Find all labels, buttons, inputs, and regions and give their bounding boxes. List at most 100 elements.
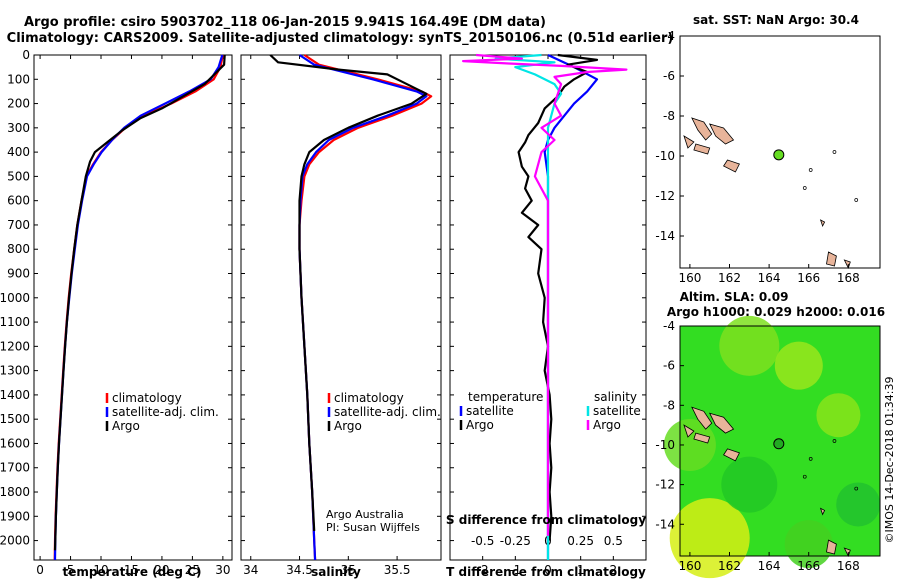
title-line1: Argo profile: csiro 5903702_118 06-Jan-2…: [24, 15, 546, 30]
sla_map-island: [708, 412, 735, 434]
sla_map-lon-label: 162: [718, 559, 741, 573]
depth-tick-label: 2000: [0, 534, 30, 548]
sla_map-island: [683, 424, 695, 438]
depth-tick-label: 400: [7, 145, 30, 159]
depth-tick-label: 600: [7, 194, 30, 208]
depth-tick-label: 1000: [0, 291, 30, 305]
sst_map-lat-label: -4: [663, 29, 675, 43]
s-diff-argo: [462, 53, 628, 536]
temperature-frame: [33, 54, 233, 561]
temperature-xtick-label: 10: [93, 563, 108, 577]
depth-tick-label: 1700: [0, 461, 30, 475]
sla_map-island: [691, 406, 713, 430]
sst_map-island: [683, 135, 695, 149]
sla_map-lat-label: -12: [655, 478, 675, 492]
depth-tick-label: 200: [7, 97, 30, 111]
differences-xtick-label: 2: [610, 563, 618, 577]
sst_map-islet: [832, 150, 837, 154]
depth-tick-label: 700: [7, 218, 30, 232]
sst_map-lat-label: -12: [655, 189, 675, 203]
sla_map-anomaly-patch: [774, 341, 823, 390]
depth-tick-label: 900: [7, 267, 30, 281]
temperature-xtick-label: 0: [36, 563, 44, 577]
salinity-xtick-label: 35.5: [384, 563, 411, 577]
sst_map-lat-label: -10: [655, 149, 675, 163]
sla_map-lon-label: 164: [758, 559, 781, 573]
salinity-xtick-label: 35: [341, 563, 356, 577]
sla_map-lon-label: 160: [678, 559, 701, 573]
diff-legend-s-satellite-label: satellite: [593, 404, 641, 418]
sla_map-lat-label: -4: [663, 319, 675, 333]
sal-legend-argo-label: Argo: [334, 419, 362, 433]
argo-australia-note: Argo Australia: [326, 508, 404, 521]
sla_map-anomaly-patch: [721, 456, 778, 513]
sla_map-island: [693, 432, 711, 444]
sla-map-title1: Altim. SLA: 0.09: [680, 290, 789, 304]
sst_map-island: [819, 219, 826, 228]
sst_map-islet: [808, 168, 813, 172]
sst_map-island: [708, 123, 735, 145]
s-diff-tick-label: -0.25: [500, 534, 531, 548]
temperature-xtick-label: 20: [154, 563, 169, 577]
sst_map-island: [826, 251, 837, 267]
temperature-panel: 0100200300400500600700800900100011001200…: [0, 48, 233, 577]
s-diff-tick-label: 0.5: [604, 534, 623, 548]
sst_map-frame: [679, 35, 881, 269]
temp-legend-satellite-label: satellite-adj. clim.: [112, 405, 219, 419]
depth-tick-label: 1200: [0, 339, 30, 353]
sst_map-islet: [802, 186, 807, 190]
sst_map-island: [691, 117, 713, 141]
sla_map-lat-label: -6: [663, 359, 675, 373]
sla_map-island: [723, 448, 740, 462]
sst_map-lon-label: 160: [678, 271, 701, 285]
sst_map-island: [723, 159, 740, 173]
salinity-xtick-label: 34.5: [286, 563, 313, 577]
sst_map-lon-label: 162: [718, 271, 741, 285]
sla_map-islet: [808, 456, 813, 461]
depth-tick-label: 1400: [0, 388, 30, 402]
diff-legend-t-satellite-label: satellite: [466, 404, 514, 418]
sst_map-lon-label: 168: [837, 271, 860, 285]
sal-legend-satellite-label: satellite-adj. clim.: [334, 405, 441, 419]
pi-note: PI: Susan Wijffels: [326, 521, 420, 534]
s-diff-label: S difference from climatology: [446, 513, 646, 527]
differences-xtick-label: 0: [544, 563, 552, 577]
diff-legend-s-argo-label: Argo: [593, 418, 621, 432]
sst_map-island: [693, 143, 711, 155]
sla_map-lon-label: 166: [797, 559, 820, 573]
differences-xtick-label: -2: [477, 563, 489, 577]
sst_map-lat-label: -14: [655, 229, 675, 243]
sst_map-lon-label: 166: [797, 271, 820, 285]
depth-tick-label: 500: [7, 169, 30, 183]
sla-map: 160 162 164 166 168 -4 -6 -8 -10 -12 -14: [655, 315, 881, 579]
s-diff-tick-label: 0.25: [567, 534, 594, 548]
t-diff-argo: [517, 53, 599, 541]
salinity-xlabel: salinity: [311, 565, 361, 579]
depth-tick-label: 300: [7, 121, 30, 135]
sal-legend-climatology-label: climatology: [334, 391, 404, 405]
depth-tick-label: 1600: [0, 436, 30, 450]
sla_map-anomaly-patch: [836, 482, 881, 527]
sla_map-anomaly-patch: [669, 498, 750, 579]
depth-tick-label: 1500: [0, 412, 30, 426]
s-diff-tick-label: -0.5: [471, 534, 494, 548]
sla_map-lat-label: -14: [655, 517, 675, 531]
title-line2: Climatology: CARS2009. Satellite-adjuste…: [7, 31, 674, 46]
sla_map-island: [819, 507, 826, 516]
depth-tick-label: 1800: [0, 485, 30, 499]
temperature-xtick-label: 15: [124, 563, 139, 577]
sla_map-frame: [679, 325, 881, 557]
t-diff-xlabel: T difference from climatology: [446, 565, 646, 579]
sst_map-lat-label: -6: [663, 69, 675, 83]
temp-legend-argo-label: Argo: [112, 419, 140, 433]
sst_map-lon-label: 164: [758, 271, 781, 285]
temperature-xtick-label: 5: [67, 563, 75, 577]
sla-map-title2: Argo h1000: 0.029 h2000: 0.016: [667, 305, 885, 319]
sla_map-lon-label: 168: [837, 559, 860, 573]
temperature-xtick-label: 30: [215, 563, 230, 577]
depth-tick-label: 0: [22, 48, 30, 62]
sla_map-island: [826, 539, 837, 555]
